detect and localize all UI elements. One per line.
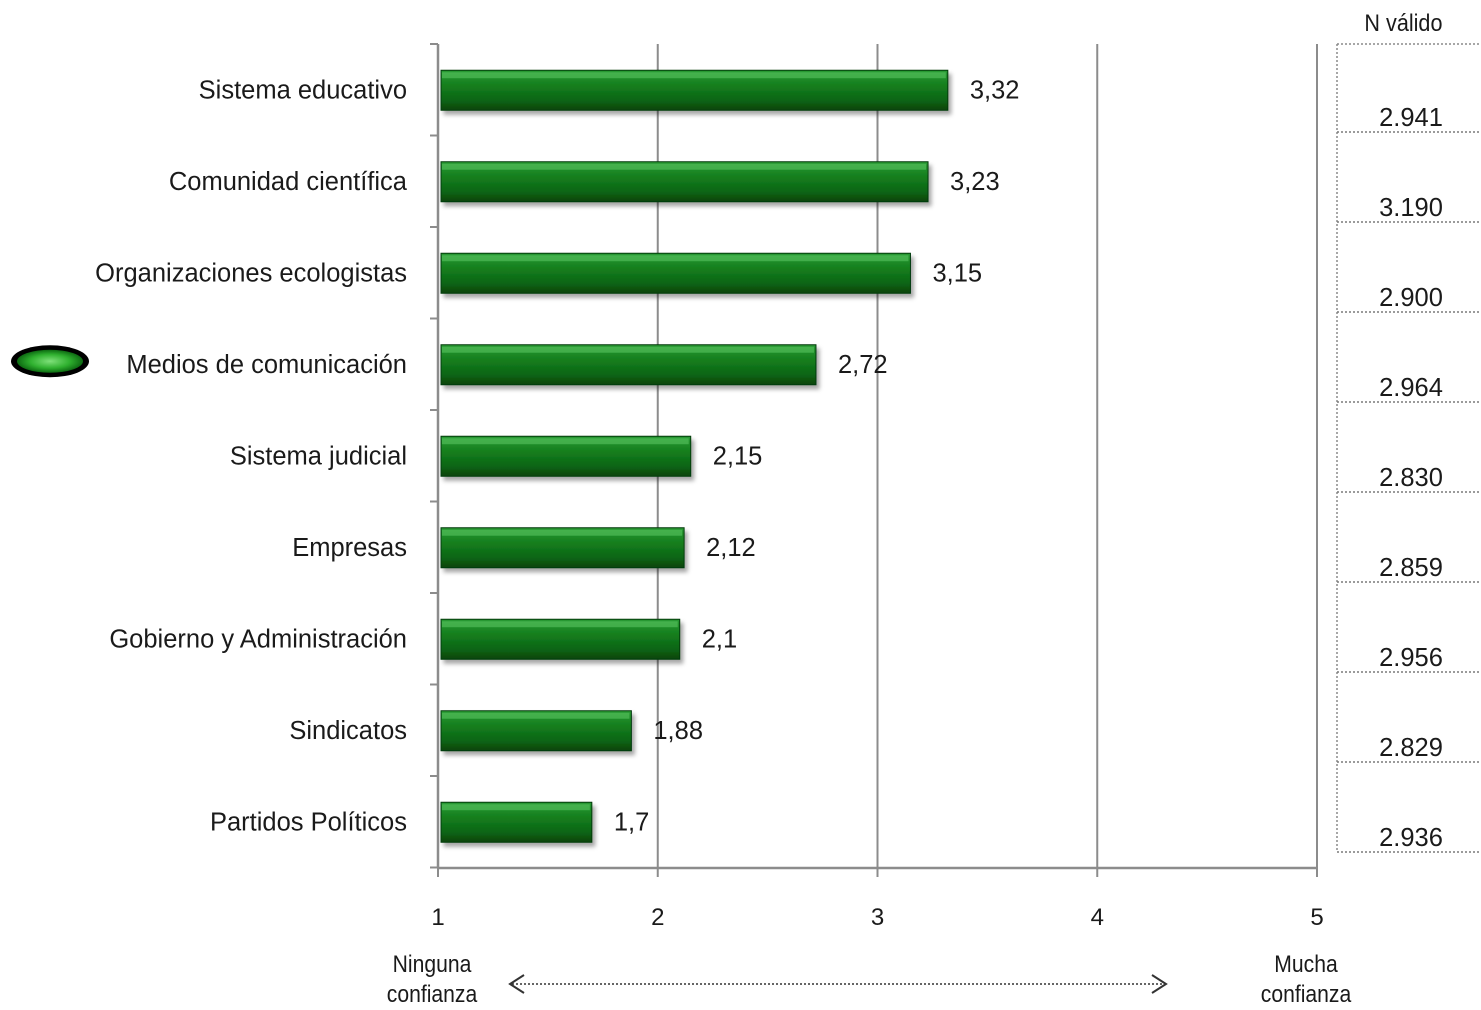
highlight-marker-fill	[17, 349, 83, 373]
bar-highlight-1	[442, 163, 927, 170]
value-label-3: 2,72	[838, 351, 888, 379]
n-valid-value-1: 3.190	[1379, 194, 1443, 222]
category-label-0: Sistema educativo	[199, 76, 407, 104]
bar-highlight-0	[442, 72, 946, 79]
value-label-0: 3,32	[970, 76, 1020, 104]
category-label-6: Gobierno y Administración	[109, 625, 407, 653]
value-label-7: 1,88	[653, 717, 703, 745]
value-label-5: 2,12	[706, 534, 756, 562]
n-valid-value-5: 2.859	[1379, 554, 1443, 582]
n-valid-value-7: 2.829	[1379, 734, 1443, 762]
n-valid-value-6: 2.956	[1379, 644, 1443, 672]
bar-highlight-8	[442, 804, 590, 811]
category-label-5: Empresas	[292, 534, 407, 562]
scale-arrow-right-head	[1151, 974, 1168, 994]
scale-low-label-line2: confianza	[386, 981, 478, 1008]
category-label-1: Comunidad científica	[169, 168, 408, 196]
category-label-2: Organizaciones ecologistas	[95, 259, 407, 287]
n-valid-value-0: 2.941	[1379, 104, 1443, 132]
x-tick-label-3: 3	[871, 904, 884, 931]
scale-high-label: Mucha confianza	[1244, 950, 1367, 1010]
x-tick-label-4: 4	[1091, 904, 1104, 931]
value-label-1: 3,23	[950, 168, 1000, 196]
x-tick-label-5: 5	[1310, 904, 1323, 931]
bar-highlight-3	[442, 346, 814, 353]
scale-low-label-line1: Ninguna	[392, 951, 472, 978]
bar-highlight-7	[442, 712, 630, 719]
value-label-4: 2,15	[713, 442, 763, 470]
bar-highlight-2	[442, 255, 909, 262]
bar-highlight-5	[442, 529, 683, 536]
n-valid-value-8: 2.936	[1379, 824, 1443, 852]
category-label-4: Sistema judicial	[230, 442, 407, 470]
scale-low-label: Ninguna confianza	[370, 950, 493, 1010]
highlight-marker	[11, 345, 89, 378]
value-label-8: 1,7	[614, 808, 649, 836]
axes: 1 2 3 4 5	[430, 43, 1324, 931]
scale-high-label-line2: confianza	[1260, 981, 1352, 1008]
scale-arrow-left-head	[508, 974, 525, 994]
x-tick-label-1: 1	[431, 904, 444, 931]
category-label-3: Medios de comunicación	[126, 351, 407, 379]
n-valid-column: 2.941 3.190 2.900 2.964 2.830 2.859 2.956 2.829…	[1336, 43, 1481, 853]
category-label-7: Sindicatos	[289, 717, 407, 745]
scale-high-label-line1: Mucha	[1274, 951, 1338, 978]
bar-highlight-6	[442, 621, 678, 628]
value-label-6: 2,1	[702, 625, 737, 653]
category-labels: Sistema educativo Comunidad científica Org…	[95, 76, 408, 836]
n-valid-value-4: 2.830	[1379, 464, 1443, 492]
bars	[440, 69, 949, 843]
x-tick-label-2: 2	[651, 904, 664, 931]
n-valid-header: N válido	[1364, 10, 1443, 37]
value-labels: 3,32 3,23 3,15 2,72 2,15 2,12 2,1 1,88 1,7	[614, 76, 1020, 836]
scale-arrow	[508, 974, 1168, 994]
category-label-8: Partidos Políticos	[210, 808, 407, 836]
n-valid-value-3: 2.964	[1379, 374, 1443, 402]
value-label-2: 3,15	[932, 259, 982, 287]
n-valid-value-2: 2.900	[1379, 284, 1443, 312]
bar-highlight-4	[442, 438, 689, 445]
